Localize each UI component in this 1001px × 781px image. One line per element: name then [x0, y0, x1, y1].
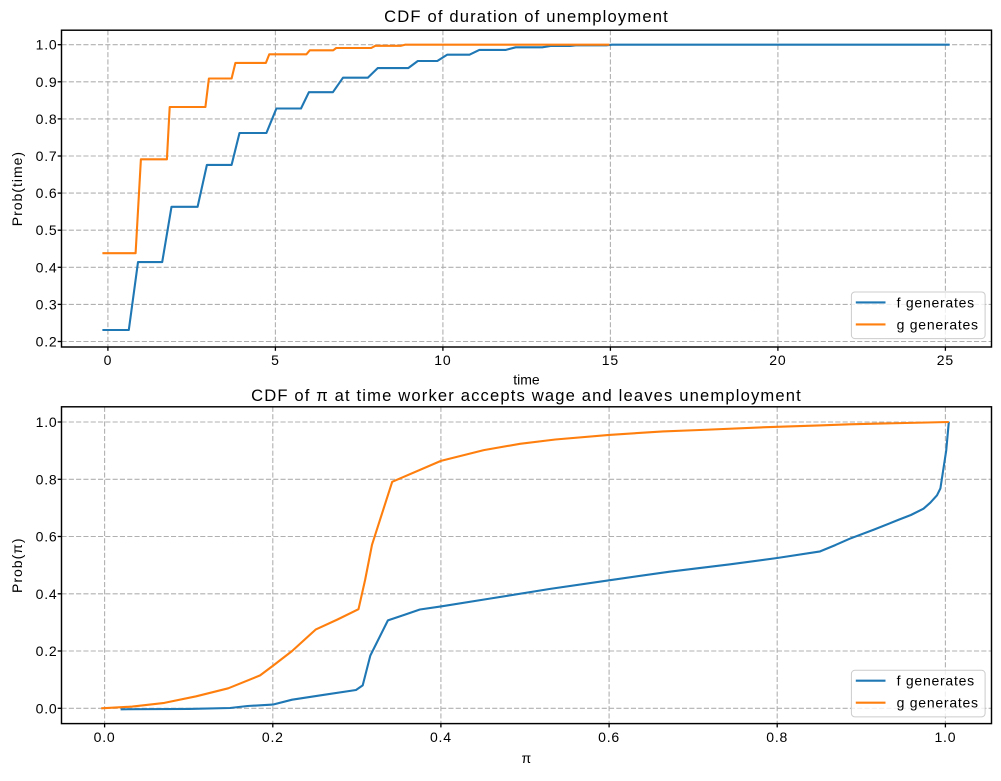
svg-text:10: 10: [434, 352, 451, 368]
svg-text:time: time: [513, 371, 540, 387]
svg-text:f generates: f generates: [897, 294, 975, 310]
svg-text:0.0: 0.0: [36, 700, 58, 716]
svg-text:1.0: 1.0: [934, 729, 956, 745]
svg-text:0.2: 0.2: [36, 334, 58, 350]
svg-text:0.8: 0.8: [36, 111, 58, 127]
svg-text:0: 0: [104, 352, 113, 368]
svg-text:0.9: 0.9: [36, 74, 58, 90]
svg-text:0.8: 0.8: [36, 471, 58, 487]
svg-text:f generates: f generates: [897, 673, 975, 689]
svg-text:0.6: 0.6: [598, 729, 620, 745]
svg-text:CDF of duration of unemploymen: CDF of duration of unemployment: [384, 7, 669, 26]
svg-text:20: 20: [769, 352, 786, 368]
svg-text:0.7: 0.7: [36, 148, 58, 164]
svg-text:Prob(time): Prob(time): [9, 151, 25, 226]
svg-text:0.2: 0.2: [36, 643, 58, 659]
svg-text:0.0: 0.0: [94, 729, 116, 745]
svg-text:15: 15: [602, 352, 619, 368]
svg-text:Prob(π): Prob(π): [9, 537, 25, 593]
svg-text:0.6: 0.6: [36, 185, 58, 201]
svg-text:0.4: 0.4: [36, 586, 58, 602]
svg-text:1.0: 1.0: [36, 37, 58, 53]
svg-text:0.2: 0.2: [262, 729, 284, 745]
svg-text:g generates: g generates: [897, 316, 979, 332]
svg-text:0.3: 0.3: [36, 296, 58, 312]
svg-text:0.8: 0.8: [766, 729, 788, 745]
svg-text:g generates: g generates: [897, 695, 979, 711]
svg-text:CDF of π at time worker accept: CDF of π at time worker accepts wage and…: [251, 386, 802, 405]
svg-text:0.6: 0.6: [36, 529, 58, 545]
svg-text:5: 5: [271, 352, 280, 368]
svg-text:0.5: 0.5: [36, 222, 58, 238]
svg-text:π: π: [521, 750, 531, 766]
svg-text:1.0: 1.0: [36, 414, 58, 430]
svg-text:0.4: 0.4: [430, 729, 452, 745]
svg-text:25: 25: [937, 352, 954, 368]
svg-text:0.4: 0.4: [36, 259, 58, 275]
